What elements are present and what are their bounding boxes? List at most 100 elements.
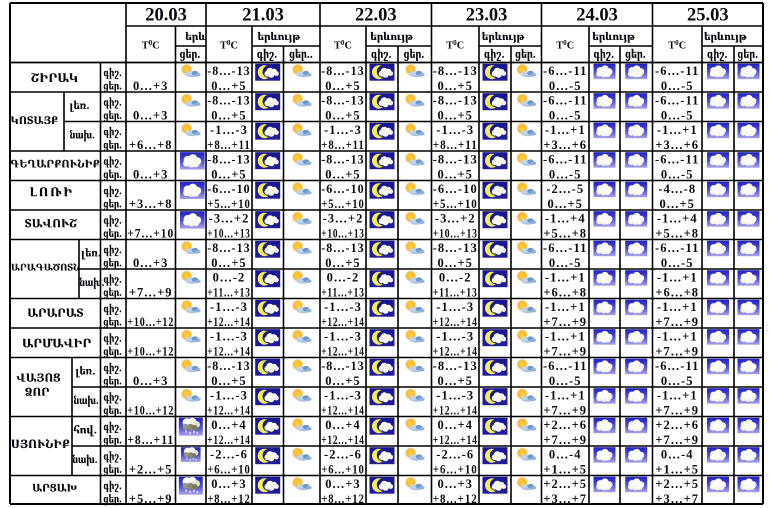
svg-text:+6...+8: +6...+8 (129, 138, 173, 152)
svg-text:+2...+5: +2...+5 (655, 477, 699, 491)
svg-text:+5...+8: +5...+8 (543, 226, 587, 240)
svg-text:+2...+5: +2...+5 (129, 462, 173, 476)
svg-text:+12...+14: +12...+14 (321, 315, 365, 329)
svg-text:0...+3: 0...+3 (133, 374, 169, 388)
svg-text:-1...+4: -1...+4 (657, 212, 698, 226)
svg-text:-1...-3: -1...-3 (436, 330, 474, 344)
svg-text:0...+5: 0...+5 (211, 79, 247, 93)
svg-text:0...+3: 0...+3 (325, 477, 361, 491)
svg-text:-6...-11: -6...-11 (655, 241, 700, 255)
svg-text:+12...+14: +12...+14 (207, 403, 251, 417)
svg-text:22.03: 22.03 (355, 5, 397, 25)
svg-text:-8...-13: -8...-13 (321, 241, 365, 255)
svg-text:+7...+9: +7...+9 (655, 403, 699, 417)
svg-text:21.03: 21.03 (242, 5, 284, 25)
svg-text:+11...+13: +11...+13 (207, 285, 251, 299)
svg-text:-2...-6: -2...-6 (324, 448, 362, 462)
svg-text:-3...+2: -3...+2 (209, 212, 250, 226)
svg-text:0...+4: 0...+4 (211, 418, 247, 432)
svg-text:+12...+14: +12...+14 (433, 433, 478, 447)
svg-text:23.03: 23.03 (466, 5, 508, 25)
svg-text:-1...+4: -1...+4 (545, 212, 586, 226)
svg-text:0...+3: 0...+3 (133, 108, 169, 122)
svg-text:+8...+12: +8...+12 (321, 492, 365, 506)
svg-text:+8...+12: +8...+12 (433, 492, 478, 506)
svg-text:+1...+5: +1...+5 (655, 462, 699, 476)
svg-text:+12...+14: +12...+14 (321, 403, 365, 417)
svg-text:T0C: T0C (446, 39, 464, 51)
svg-text:-1...-3: -1...-3 (210, 300, 248, 314)
svg-text:0...-5: 0...-5 (549, 167, 582, 181)
svg-text:-1...+1: -1...+1 (657, 389, 698, 403)
svg-text:-6...-11: -6...-11 (543, 359, 588, 373)
svg-text:-1...-3: -1...-3 (436, 300, 474, 314)
svg-text:0...+5: 0...+5 (211, 108, 247, 122)
svg-text:-8...-13: -8...-13 (207, 153, 251, 167)
svg-text:0...+5: 0...+5 (325, 167, 361, 181)
svg-text:-1...-3: -1...-3 (324, 123, 362, 137)
svg-text:+3...+7: +3...+7 (543, 492, 587, 506)
svg-text:+10...+12: +10...+12 (127, 403, 174, 417)
svg-text:T0C: T0C (556, 39, 574, 51)
svg-text:+5...+8: +5...+8 (655, 226, 699, 240)
svg-text:+12...+14: +12...+14 (207, 433, 251, 447)
svg-text:-6...-11: -6...-11 (543, 94, 588, 108)
svg-text:+12...+14: +12...+14 (433, 344, 478, 358)
svg-text:-6...-10: -6...-10 (321, 182, 365, 196)
svg-text:+6...+10: +6...+10 (433, 462, 478, 476)
svg-text:+11...+13: +11...+13 (321, 285, 365, 299)
svg-text:0...-5: 0...-5 (661, 108, 694, 122)
svg-text:-8...-13: -8...-13 (433, 94, 478, 108)
svg-text:0...+5: 0...+5 (211, 167, 247, 181)
svg-text:0...-5: 0...-5 (661, 79, 694, 93)
svg-text:-6...-11: -6...-11 (543, 241, 588, 255)
svg-text:+7...+9: +7...+9 (543, 403, 587, 417)
svg-text:+3...+8: +3...+8 (129, 197, 173, 211)
svg-text:+10...+13: +10...+13 (207, 226, 251, 240)
svg-text:-1...+1: -1...+1 (657, 330, 698, 344)
svg-text:+6...+8: +6...+8 (655, 285, 699, 299)
svg-text:+2...+6: +2...+6 (543, 418, 587, 432)
svg-text:-1...-3: -1...-3 (324, 389, 362, 403)
svg-text:-1...-3: -1...-3 (324, 300, 362, 314)
svg-text:-8...-13: -8...-13 (207, 94, 251, 108)
svg-text:+5...+9: +5...+9 (129, 492, 173, 506)
svg-text:+12...+14: +12...+14 (321, 433, 365, 447)
svg-text:0...-5: 0...-5 (549, 79, 582, 93)
svg-text:+3...+7: +3...+7 (655, 492, 699, 506)
svg-text:-1...+1: -1...+1 (545, 330, 586, 344)
svg-text:-1...+1: -1...+1 (545, 300, 586, 314)
svg-text:0...-5: 0...-5 (661, 256, 694, 270)
svg-text:0...+3: 0...+3 (133, 256, 169, 270)
svg-text:-8...-13: -8...-13 (433, 64, 478, 78)
svg-text:0...+5: 0...+5 (437, 374, 473, 388)
svg-text:+10...+13: +10...+13 (321, 226, 365, 240)
svg-text:0...+5: 0...+5 (325, 79, 361, 93)
svg-text:+2...+6: +2...+6 (655, 418, 699, 432)
svg-text:+7...+9: +7...+9 (129, 285, 173, 299)
svg-text:+7...+10: +7...+10 (127, 226, 174, 240)
svg-text:-6...-11: -6...-11 (655, 153, 700, 167)
svg-text:+8...+11: +8...+11 (127, 433, 174, 447)
svg-text:0...-5: 0...-5 (549, 108, 582, 122)
svg-text:-1...+1: -1...+1 (657, 271, 698, 285)
svg-text:-6...-10: -6...-10 (433, 182, 478, 196)
svg-text:0...+5: 0...+5 (325, 374, 361, 388)
svg-text:0...-2: 0...-2 (327, 271, 360, 285)
svg-text:0...-2: 0...-2 (439, 271, 472, 285)
svg-text:+11...+13: +11...+13 (433, 285, 478, 299)
svg-text:-6...-11: -6...-11 (655, 94, 700, 108)
svg-text:+3...+6: +3...+6 (655, 138, 699, 152)
svg-text:0...+5: 0...+5 (437, 108, 473, 122)
svg-text:-8...-13: -8...-13 (207, 359, 251, 373)
svg-text:0...+5: 0...+5 (325, 108, 361, 122)
svg-text:+8...+11: +8...+11 (207, 138, 251, 152)
svg-text:-1...-3: -1...-3 (324, 330, 362, 344)
svg-text:+3...+6: +3...+6 (543, 138, 587, 152)
svg-text:-1...-3: -1...-3 (210, 389, 248, 403)
svg-text:-6...-11: -6...-11 (655, 359, 700, 373)
svg-text:+7...+9: +7...+9 (655, 315, 699, 329)
svg-text:0...+5: 0...+5 (437, 167, 473, 181)
svg-text:-8...-13: -8...-13 (433, 359, 478, 373)
svg-text:-1...+1: -1...+1 (657, 300, 698, 314)
